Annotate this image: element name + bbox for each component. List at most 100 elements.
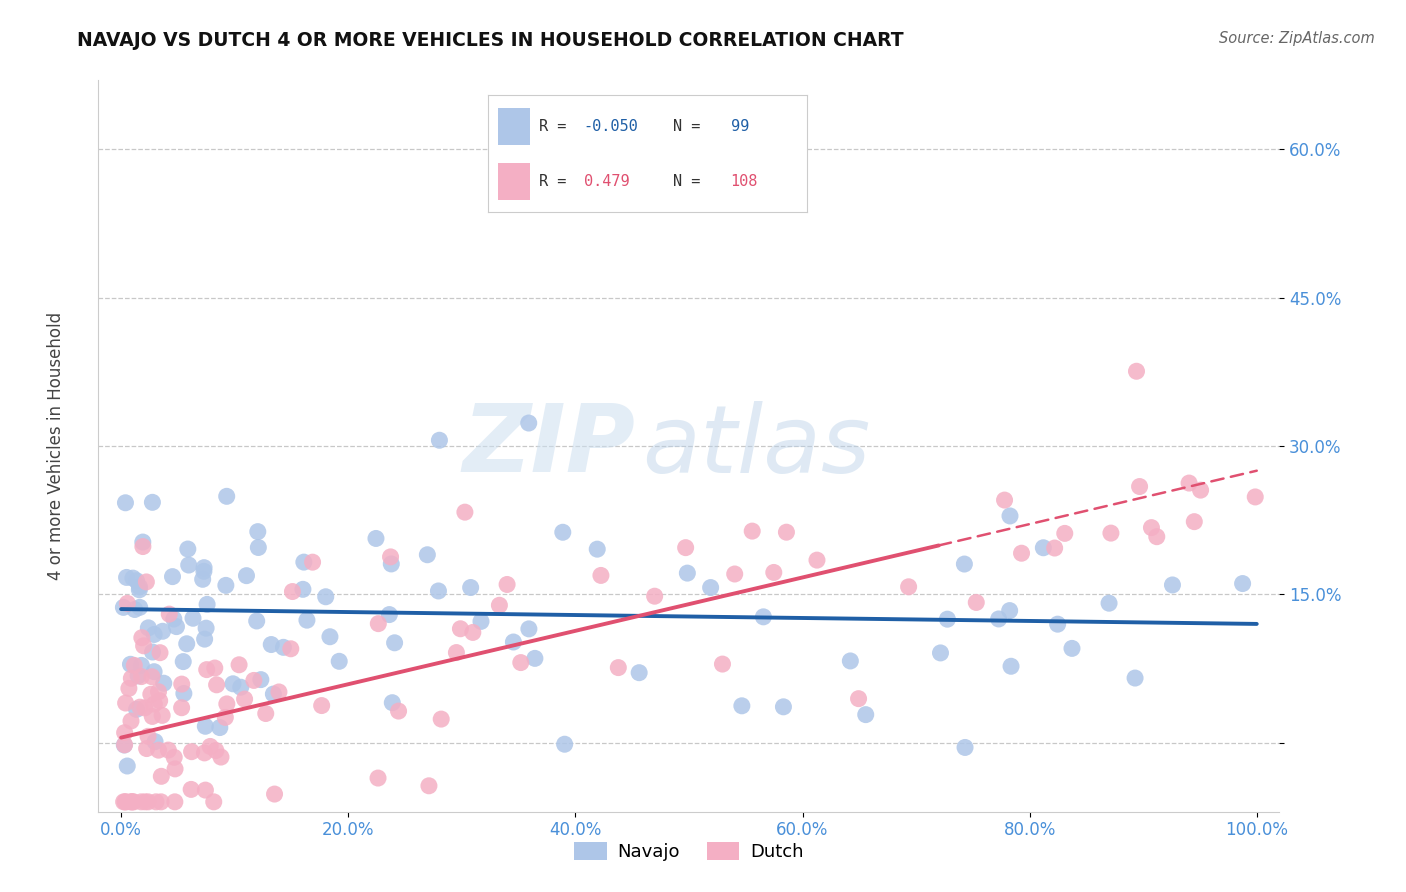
Point	[267, 685, 290, 699]
Point	[143, 627, 166, 641]
Point	[998, 508, 1021, 523]
Point	[848, 691, 870, 706]
Point	[762, 566, 785, 580]
Point	[929, 646, 952, 660]
Point	[127, 669, 149, 683]
Point	[215, 697, 238, 711]
Point	[806, 553, 828, 567]
Point	[607, 660, 630, 674]
Point	[953, 557, 976, 571]
Point	[205, 743, 228, 757]
Point	[1011, 546, 1033, 560]
Point	[752, 610, 775, 624]
Point	[181, 611, 204, 625]
Point	[315, 590, 337, 604]
Point	[1046, 617, 1069, 632]
Point	[162, 569, 184, 583]
Legend: Navajo, Dutch: Navajo, Dutch	[567, 835, 811, 869]
Point	[235, 568, 257, 582]
Point	[115, 570, 138, 584]
Point	[378, 607, 401, 622]
Point	[250, 673, 273, 687]
Point	[418, 779, 440, 793]
Point	[1000, 659, 1022, 673]
Point	[280, 641, 302, 656]
Point	[586, 542, 609, 557]
Point	[387, 704, 409, 718]
Point	[381, 696, 404, 710]
Point	[676, 566, 699, 581]
Point	[125, 574, 148, 588]
Point	[191, 572, 214, 586]
Point	[180, 745, 202, 759]
Point	[311, 698, 333, 713]
Point	[644, 589, 666, 603]
Point	[675, 541, 697, 555]
Point	[121, 795, 143, 809]
Point	[1178, 476, 1201, 491]
Point	[143, 734, 166, 748]
Point	[993, 493, 1015, 508]
Point	[208, 721, 231, 735]
Point	[291, 582, 314, 597]
Point	[295, 613, 318, 627]
Point	[1244, 490, 1267, 504]
Point	[135, 741, 157, 756]
Point	[150, 769, 173, 783]
Point	[157, 743, 180, 757]
Point	[114, 795, 136, 809]
Point	[149, 694, 172, 708]
Point	[193, 746, 215, 760]
Point	[124, 602, 146, 616]
Point	[446, 646, 468, 660]
Point	[1032, 541, 1054, 555]
Point	[132, 535, 155, 549]
Point	[1125, 364, 1147, 378]
Point	[1146, 530, 1168, 544]
Point	[170, 677, 193, 691]
Point	[131, 669, 153, 683]
Point	[367, 616, 389, 631]
Point	[141, 645, 163, 659]
Point	[180, 782, 202, 797]
Point	[128, 580, 150, 594]
Point	[384, 636, 406, 650]
Point	[724, 566, 747, 581]
Point	[367, 771, 389, 785]
Point	[134, 795, 156, 809]
Point	[177, 558, 200, 572]
Point	[198, 739, 221, 754]
Text: 4 or more Vehicles in Household: 4 or more Vehicles in Household	[48, 312, 65, 580]
Point	[209, 750, 232, 764]
Point	[163, 795, 186, 809]
Point	[1129, 479, 1152, 493]
Point	[551, 525, 574, 540]
Point	[246, 524, 269, 539]
Point	[430, 712, 453, 726]
Point	[157, 607, 180, 621]
Point	[112, 795, 135, 809]
Point	[229, 680, 252, 694]
Point	[1043, 541, 1066, 555]
Point	[194, 719, 217, 733]
Point	[517, 416, 540, 430]
Point	[141, 709, 163, 723]
Point	[139, 687, 162, 701]
Point	[195, 621, 218, 635]
Point	[177, 542, 200, 557]
Point	[141, 670, 163, 684]
Point	[273, 640, 295, 655]
Point	[429, 434, 451, 448]
Point	[1140, 521, 1163, 535]
Point	[460, 581, 482, 595]
Point	[149, 646, 172, 660]
Point	[117, 596, 139, 610]
Point	[364, 532, 387, 546]
Point	[839, 654, 862, 668]
Point	[117, 759, 139, 773]
Point	[987, 612, 1010, 626]
Point	[254, 706, 277, 721]
Point	[380, 557, 402, 571]
Point	[114, 496, 136, 510]
Point	[301, 555, 323, 569]
